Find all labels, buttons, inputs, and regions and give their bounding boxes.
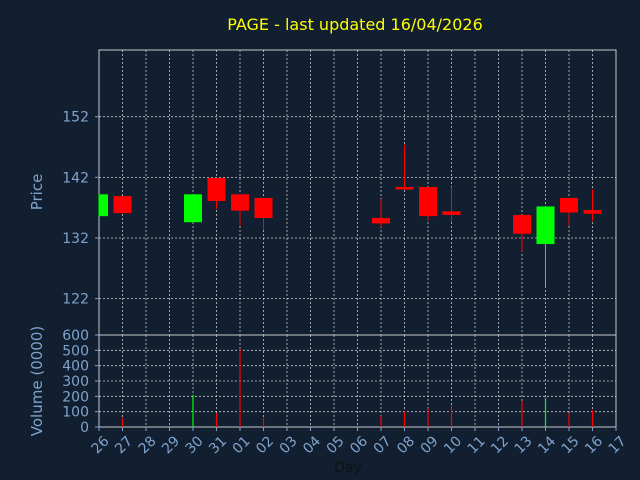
- candle-body: [184, 194, 202, 223]
- candle-body: [254, 197, 273, 218]
- chart-title: PAGE - last updated 16/04/2026: [227, 15, 483, 34]
- day-tick-label: 09: [418, 433, 442, 457]
- day-tick-label: 28: [136, 433, 160, 457]
- day-tick-label: 07: [371, 433, 395, 457]
- candle-body: [395, 187, 414, 190]
- price-tick-label: 122: [62, 292, 89, 308]
- x-axis-label: Day: [334, 460, 362, 476]
- day-tick-label: 13: [512, 433, 536, 457]
- day-tick-label: 27: [112, 433, 136, 457]
- day-tick-label: 12: [488, 433, 512, 457]
- candle-body: [536, 206, 555, 245]
- volume-axis-label: Volume (0000): [28, 326, 46, 436]
- day-tick-label: 10: [441, 433, 465, 457]
- day-x-ticks: 26 27 28 29 30 31 01 02 03 04 05 06 07 08 09 10 11 12 13 14…: [89, 427, 630, 457]
- day-tick-label: 02: [253, 433, 277, 457]
- day-tick-label: 17: [606, 433, 630, 457]
- day-tick-label: 31: [206, 433, 230, 457]
- volume-grid: [98, 335, 617, 427]
- volume-tick-label: 0: [80, 420, 89, 436]
- price-tick-label: 152: [62, 110, 89, 126]
- price-plot-frame: [98, 49, 617, 336]
- candle-body: [372, 217, 390, 224]
- day-tick-label: 11: [465, 433, 489, 457]
- candle-body: [207, 177, 226, 201]
- day-tick-label: 30: [183, 433, 207, 457]
- price-panel: 122 132 142 152 Price: [28, 49, 617, 336]
- price-y-ticks: 122 132 142 152: [62, 110, 99, 308]
- price-grid: [98, 50, 617, 335]
- volume-bars: [121, 348, 594, 427]
- day-tick-label: 26: [89, 433, 113, 457]
- price-tick-label: 132: [62, 231, 89, 247]
- volume-tick-label: 300: [62, 374, 89, 390]
- day-tick-label: 08: [394, 433, 418, 457]
- day-tick-label: 01: [230, 433, 254, 457]
- price-axis-label: Price: [28, 174, 46, 211]
- volume-tick-label: 200: [62, 389, 89, 405]
- volume-tick-label: 600: [62, 328, 89, 344]
- candle-body: [513, 214, 531, 234]
- candle-body: [419, 187, 437, 217]
- day-tick-label: 05: [324, 433, 348, 457]
- candle-body: [560, 197, 578, 213]
- day-tick-label: 29: [159, 433, 183, 457]
- day-tick-label: 15: [559, 433, 583, 457]
- day-tick-label: 03: [277, 433, 301, 457]
- candle-body: [113, 196, 132, 214]
- candle-body: [99, 194, 108, 217]
- candle-body: [442, 211, 461, 215]
- price-tick-label: 142: [62, 170, 89, 186]
- candles: [98, 144, 602, 287]
- day-tick-label: 14: [535, 433, 559, 457]
- day-tick-label: 04: [300, 433, 324, 457]
- candle-body: [231, 194, 249, 211]
- volume-tick-label: 400: [62, 359, 89, 375]
- day-tick-label: 06: [347, 433, 371, 457]
- volume-tick-label: 500: [62, 343, 89, 359]
- candle-body: [583, 210, 602, 214]
- volume-tick-label: 100: [62, 405, 89, 421]
- day-tick-label: 16: [582, 433, 606, 457]
